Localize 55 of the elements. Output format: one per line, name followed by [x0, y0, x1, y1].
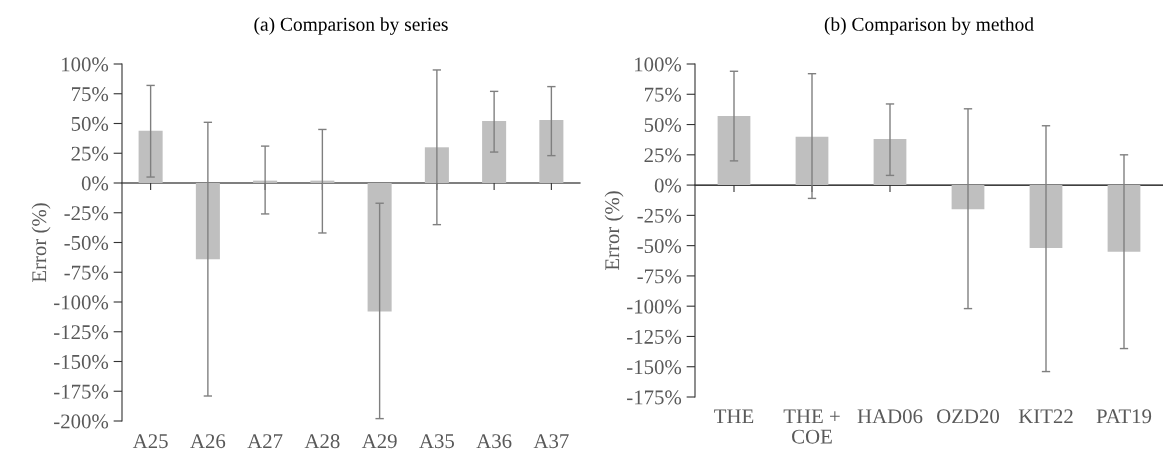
- y-tick-label: 100%: [62, 57, 109, 72]
- x-tick-label: HAD06: [857, 409, 923, 424]
- y-tick-label: -150%: [627, 360, 682, 375]
- x-tick-label: THE + COE: [783, 409, 840, 444]
- y-tick-label: 0%: [654, 178, 682, 193]
- y-tick-label: -175%: [627, 390, 682, 405]
- bar: [482, 121, 507, 183]
- y-tick-label: 100%: [635, 57, 682, 72]
- y-tick-label: -125%: [627, 329, 682, 344]
- x-tick-label: A37: [533, 434, 569, 449]
- bar: [539, 119, 564, 183]
- y-tick-label: -150%: [54, 354, 109, 369]
- y-tick-label: 25%: [71, 146, 109, 161]
- bar: [138, 130, 163, 183]
- x-tick-label: A27: [247, 434, 283, 448]
- x-tick-label: KIT22: [1018, 409, 1073, 424]
- chart-title: (b) Comparison by method: [824, 17, 1034, 35]
- bar: [424, 147, 449, 183]
- bar: [367, 183, 392, 312]
- y-axis-title: Error (%): [31, 203, 51, 283]
- x-tick-label: A25: [132, 434, 168, 449]
- y-tick-label: -25%: [64, 206, 109, 221]
- x-tick-label: OZD20: [937, 409, 1000, 424]
- bar: [951, 185, 985, 210]
- x-tick-label: A29: [361, 434, 397, 449]
- y-tick-label: -50%: [637, 239, 682, 254]
- y-axis-title: Error (%): [604, 191, 624, 271]
- bar: [873, 139, 907, 186]
- y-tick-label: -175%: [54, 384, 109, 399]
- bar: [717, 116, 751, 186]
- x-tick-label: A26: [190, 434, 226, 449]
- x-tick-label: A35: [419, 434, 454, 449]
- y-tick-label: -75%: [64, 265, 109, 280]
- y-tick-label: 0%: [81, 176, 109, 191]
- y-tick-label: 50%: [71, 116, 109, 131]
- bar: [795, 136, 829, 186]
- bar: [1029, 185, 1063, 249]
- y-tick-label: -100%: [54, 295, 109, 310]
- x-tick-label: PAT19: [1096, 409, 1152, 424]
- y-tick-label: 75%: [71, 87, 109, 102]
- y-tick-label: -50%: [64, 235, 109, 250]
- y-tick-label: -25%: [637, 208, 682, 223]
- y-tick-label: -125%: [54, 325, 109, 340]
- y-tick-label: -75%: [637, 269, 682, 284]
- x-tick-label: A36: [476, 434, 512, 449]
- y-tick-label: -200%: [54, 414, 109, 429]
- chart-title: (a) Comparison by series: [254, 17, 448, 35]
- y-tick-label: 75%: [644, 87, 682, 102]
- bar: [195, 183, 220, 260]
- y-tick-label: 25%: [644, 148, 682, 163]
- y-tick-label: 50%: [644, 117, 682, 133]
- bar: [1107, 185, 1141, 252]
- x-tick-label: THE: [714, 409, 754, 424]
- y-tick-label: -100%: [627, 299, 682, 314]
- x-tick-label: A28: [304, 434, 340, 449]
